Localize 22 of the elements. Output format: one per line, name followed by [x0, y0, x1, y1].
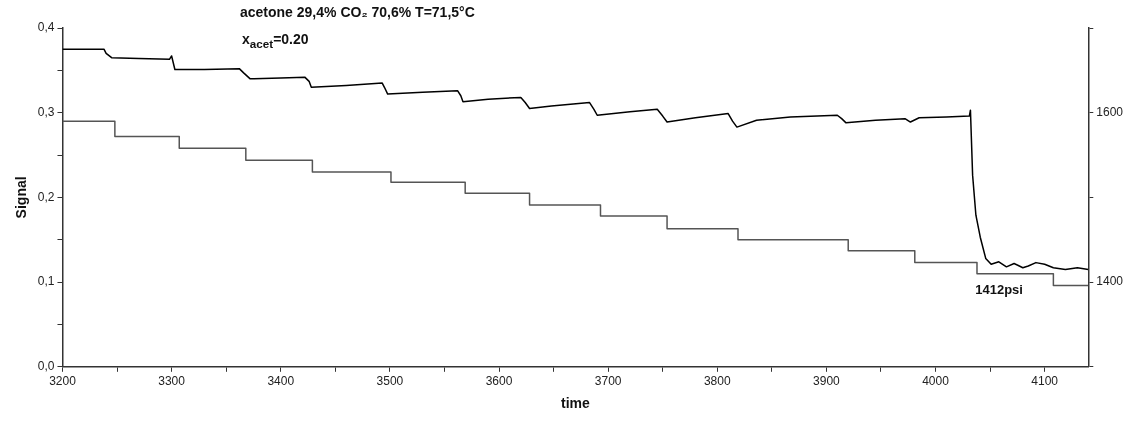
y-tick-label: 0,0: [37, 359, 55, 374]
x-tick-label: 3300: [158, 374, 186, 389]
x-tick-label: 3700: [594, 374, 622, 389]
y-axis-title: Signal: [13, 176, 30, 219]
y-tick-label: 0,1: [37, 274, 55, 289]
y2-tick-label: 1600: [1096, 105, 1124, 120]
y-tick-label: 0,4: [37, 20, 55, 35]
x-tick-label: 3200: [49, 374, 77, 389]
chart-title: acetone 29,4% CO₂ 70,6% T=71,5°C: [240, 4, 475, 20]
chart-subtitle: x$_{acet}$=0.20: [242, 31, 309, 50]
x-tick-label: 3900: [813, 374, 841, 389]
y-tick-label: 0,3: [37, 105, 55, 120]
x-tick-label: 4100: [1031, 374, 1059, 389]
y2-tick-label: 1400: [1096, 274, 1124, 289]
y-tick-label: 0,2: [37, 189, 55, 204]
x-axis-title: time: [560, 395, 590, 412]
x-tick-label: 4000: [922, 374, 950, 389]
annotation: 1412psi: [975, 282, 1023, 298]
x-tick-label: 3800: [703, 374, 731, 389]
x-tick-label: 3400: [267, 374, 295, 389]
x-tick-label: 3600: [485, 374, 513, 389]
x-tick-label: 3500: [376, 374, 404, 389]
